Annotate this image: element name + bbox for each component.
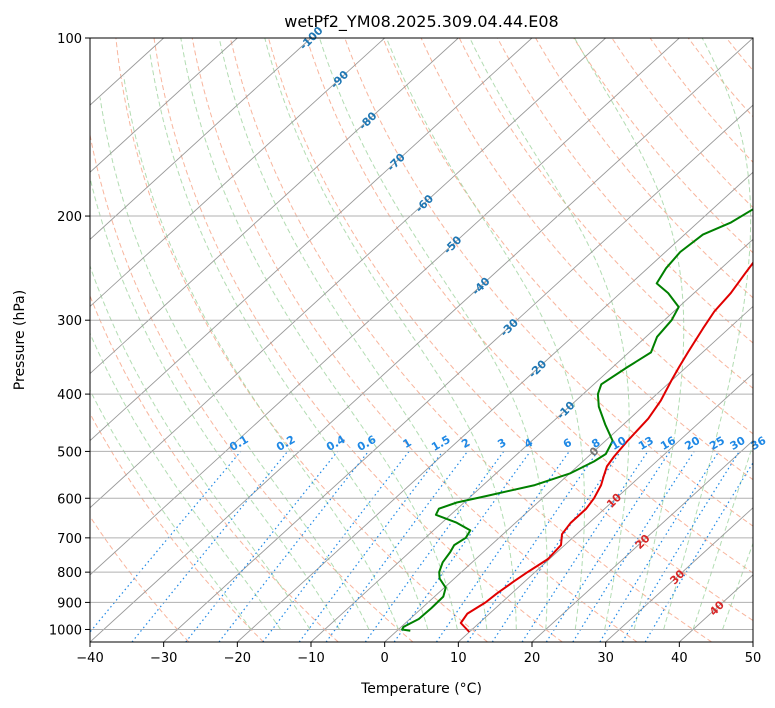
dry-adiabat (306, 38, 753, 574)
x-tick-label: 20 (524, 651, 541, 666)
x-tick-label: −40 (76, 651, 103, 666)
moist-adiabat (264, 38, 517, 630)
dry-adiabat (229, 38, 712, 642)
isotherm (90, 38, 238, 173)
moist-adiabat (319, 38, 548, 630)
dry-adiabat (191, 38, 638, 642)
moist-adiabat (180, 38, 458, 630)
x-tick-label: 50 (745, 651, 762, 666)
y-tick-label: 700 (57, 532, 82, 547)
dry-adiabat (496, 38, 753, 344)
x-tick-label: 10 (450, 651, 467, 666)
y-axis-title: Pressure (hPa) (12, 290, 28, 390)
mixing-ratio-line (131, 451, 289, 642)
y-tick-label: 300 (57, 314, 82, 329)
plot-frame (89, 37, 754, 643)
mixing-ratio-line (467, 451, 599, 642)
isotherm (163, 104, 753, 642)
moist-adiabat (469, 38, 630, 630)
background-lines (90, 38, 753, 642)
moist-adiabat (149, 52, 429, 630)
isotherm (90, 38, 753, 642)
isotherm (90, 38, 680, 576)
y-tick-label: 1000 (49, 623, 82, 638)
mixing-ratio-line (644, 461, 753, 642)
isotherm (458, 372, 753, 642)
mixing-ratio-line (185, 451, 339, 642)
y-tick-label: 900 (57, 596, 82, 611)
x-tick-label: 0 (381, 651, 389, 666)
y-tick-label: 800 (57, 566, 82, 581)
x-tick-label: 40 (671, 651, 688, 666)
isotherm (237, 171, 753, 642)
mixing-ratio-line (262, 451, 410, 642)
mixing-ratio-line (491, 451, 621, 642)
moist-adiabat (123, 76, 399, 630)
dry-adiabat (90, 412, 264, 642)
isotherm (90, 38, 533, 442)
mixing-ratio-line (393, 451, 531, 642)
dry-adiabat (420, 38, 753, 435)
moist-adiabat (218, 38, 488, 630)
moist-adiabat (90, 264, 311, 630)
moist-adiabat (574, 38, 685, 630)
isotherm (90, 38, 459, 375)
isotherm (90, 38, 312, 240)
axes: −40 −30 −20 −10 0 10 20 30 40 50 1000 900 800 700 600 5… (49, 32, 761, 666)
mixing-ratio-line (545, 451, 671, 642)
y-tick-label: 100 (57, 32, 82, 47)
y-tick-label: 500 (57, 445, 82, 460)
dry-adiabat (90, 294, 339, 642)
x-tick-label: −30 (150, 651, 177, 666)
isotherm (310, 238, 753, 642)
pressure-gridlines (90, 38, 753, 630)
dry-adiabat (268, 38, 753, 622)
isotherm (384, 305, 753, 642)
isotherm (531, 440, 753, 642)
x-axis-title: Temperature (°C) (360, 681, 482, 697)
isotherm (90, 38, 385, 308)
mixing-ratio-line (435, 451, 570, 642)
mixing-ratio-line (621, 451, 740, 642)
x-tick-label: 30 (597, 651, 614, 666)
dry-adiabat (535, 38, 753, 299)
moist-adiabat (722, 542, 753, 630)
moist-adiabat (663, 38, 752, 630)
moist-adiabat (90, 175, 340, 630)
mixing-ratio-line (521, 451, 649, 642)
moist-adiabat (99, 97, 370, 630)
x-tick-label: −10 (297, 651, 324, 666)
mixing-ratio-line (572, 451, 695, 642)
profiles (401, 208, 753, 633)
dry-adiabat (153, 38, 563, 642)
isotherm (90, 38, 606, 509)
dewpoint-profile (401, 208, 753, 632)
temperature-profile (459, 261, 753, 633)
isotherm (605, 507, 753, 642)
chart-title: wetPf2_YM08.2025.309.04.44.E08 (284, 12, 558, 32)
dry-adiabat (115, 38, 488, 642)
moist-adiabat (692, 443, 753, 630)
y-tick-label: 200 (57, 210, 82, 225)
mixing-ratio-line (599, 451, 720, 642)
moist-adiabat (90, 389, 252, 630)
y-tick-label: 600 (57, 492, 82, 507)
y-tick-label: 400 (57, 388, 82, 403)
x-tick-label: −20 (224, 651, 251, 666)
